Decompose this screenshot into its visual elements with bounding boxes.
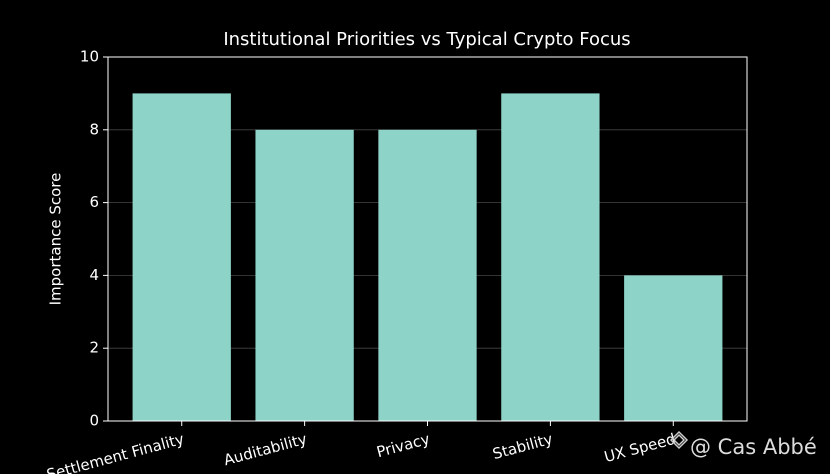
bar: [378, 129, 477, 422]
plot-frame: [107, 56, 748, 422]
watermark: @ Cas Abbé: [669, 430, 817, 459]
bar: [501, 93, 600, 422]
y-tick-label: 2: [89, 339, 99, 357]
y-tick-label: 8: [89, 120, 99, 138]
y-tick-label: 10: [80, 48, 99, 66]
bar: [132, 93, 231, 422]
chart-title: Institutional Priorities vs Typical Cryp…: [223, 29, 630, 50]
y-tick-label: 0: [89, 412, 99, 430]
x-tick-label: Privacy: [375, 430, 432, 461]
watermark-icon: [669, 430, 689, 450]
x-tick-label: UX Speed: [602, 430, 677, 466]
y-axis-label: Importance Score: [47, 173, 65, 306]
y-tick-label: 4: [89, 266, 99, 284]
x-tick-label: Stability: [491, 430, 555, 463]
x-tick-label: Settlement Finality: [45, 430, 186, 474]
y-tick-label: 6: [89, 193, 99, 211]
bar: [624, 275, 723, 421]
x-tick-label: Auditability: [222, 430, 309, 469]
bar: [255, 129, 354, 422]
watermark-text: @ Cas Abbé: [690, 435, 817, 459]
